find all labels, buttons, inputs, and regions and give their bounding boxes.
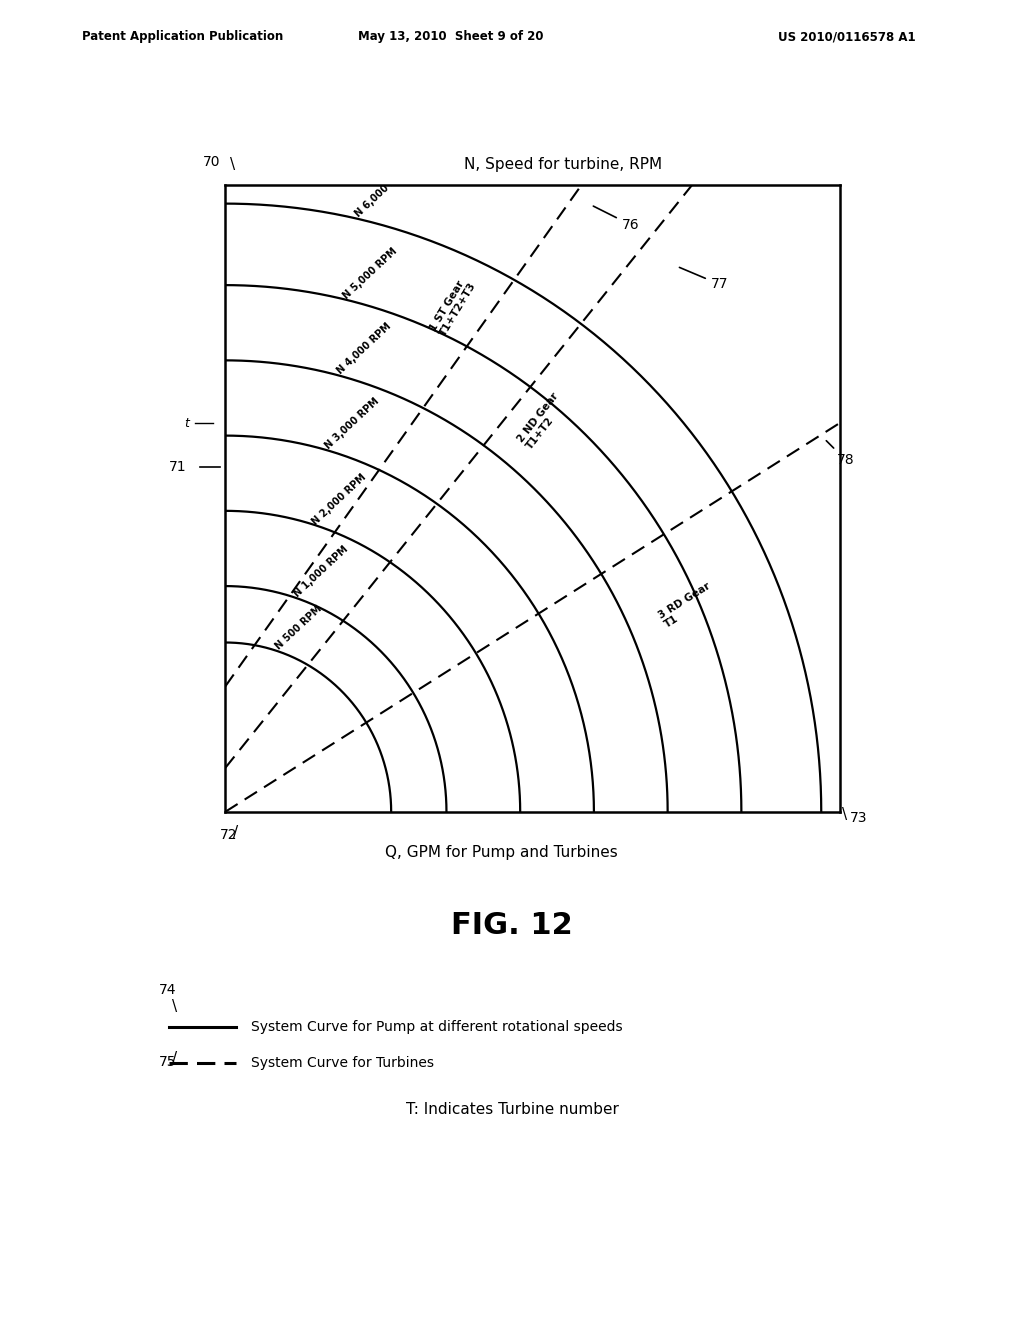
Text: 75: 75	[159, 1055, 176, 1069]
Text: 1 ST Gear
T1+T2+T3: 1 ST Gear T1+T2+T3	[429, 276, 478, 338]
Text: N 1,000 RPM: N 1,000 RPM	[292, 544, 350, 599]
Text: 3 RD Gear
T1: 3 RD Gear T1	[656, 581, 718, 630]
Text: 2 ND Gear
T1+T2: 2 ND Gear T1+T2	[516, 392, 569, 451]
Text: 74: 74	[159, 983, 176, 998]
Text: System Curve for Pump at different rotational speeds: System Curve for Pump at different rotat…	[251, 1020, 623, 1034]
Text: N 3,000 RPM: N 3,000 RPM	[323, 396, 381, 451]
Text: N 6,000 RPM: N 6,000 RPM	[353, 164, 412, 219]
Text: N 500 RPM: N 500 RPM	[273, 605, 324, 652]
Text: 73: 73	[850, 812, 867, 825]
Text: t: t	[184, 417, 188, 429]
Text: US 2010/0116578 A1: US 2010/0116578 A1	[778, 30, 915, 44]
Text: N 5,000 RPM: N 5,000 RPM	[341, 246, 399, 301]
Text: \: \	[842, 807, 847, 822]
Text: FIG. 12: FIG. 12	[452, 911, 572, 940]
Text: T: Indicates Turbine number: T: Indicates Turbine number	[406, 1102, 618, 1117]
Text: 70: 70	[203, 154, 220, 169]
Text: 78: 78	[826, 441, 854, 467]
Text: /: /	[233, 825, 239, 840]
Text: System Curve for Turbines: System Curve for Turbines	[251, 1056, 434, 1069]
Text: N 4,000 RPM: N 4,000 RPM	[335, 321, 393, 376]
Text: 71: 71	[169, 459, 186, 474]
Text: N, Speed for turbine, RPM: N, Speed for turbine, RPM	[464, 157, 663, 172]
Text: 72: 72	[220, 828, 238, 842]
Text: \: \	[230, 157, 236, 172]
Text: Q, GPM for Pump and Turbines: Q, GPM for Pump and Turbines	[385, 845, 618, 859]
Text: May 13, 2010  Sheet 9 of 20: May 13, 2010 Sheet 9 of 20	[357, 30, 544, 44]
Text: Patent Application Publication: Patent Application Publication	[82, 30, 284, 44]
Text: N 2,000 RPM: N 2,000 RPM	[310, 471, 369, 527]
Text: 77: 77	[680, 268, 728, 292]
Text: \: \	[172, 999, 177, 1014]
Text: 76: 76	[593, 206, 639, 232]
Text: /: /	[172, 1051, 177, 1067]
